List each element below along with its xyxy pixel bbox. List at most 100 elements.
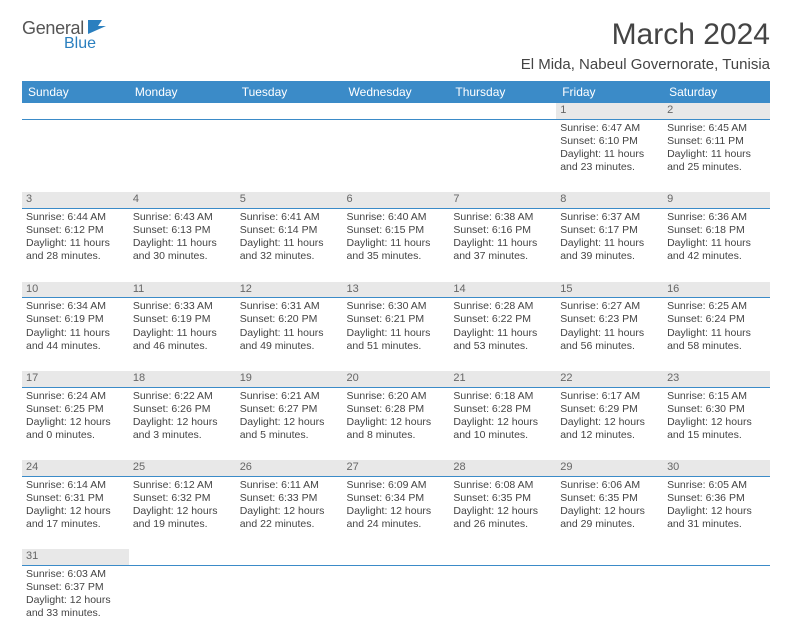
daylight2-text: and 35 minutes.	[347, 250, 446, 263]
week-row: Sunrise: 6:14 AMSunset: 6:31 PM Daylight:…	[22, 476, 770, 549]
daylight1-text: Daylight: 11 hours	[133, 237, 232, 250]
day-number: 27	[343, 460, 450, 476]
daynum-row: 12	[22, 103, 770, 119]
day-cell: Sunrise: 6:43 AMSunset: 6:13 PMDaylight:…	[129, 209, 236, 282]
daylight2-text: and 17 minutes.	[26, 518, 125, 531]
day-number: 13	[343, 282, 450, 298]
sunrise-text: Sunrise: 6:36 AM	[667, 211, 766, 224]
daylight1-text: Daylight: 12 hours	[133, 505, 232, 518]
sunrise-text: Sunrise: 6:40 AM	[347, 211, 446, 224]
weekday-header: Friday	[556, 81, 663, 103]
weekday-header: Wednesday	[343, 81, 450, 103]
day-number: 1	[556, 103, 663, 119]
daylight2-text: and 29 minutes.	[560, 518, 659, 531]
day-cell: Sunrise: 6:45 AMSunset: 6:11 PMDaylight:…	[663, 119, 770, 192]
sunrise-text: Sunrise: 6:28 AM	[453, 300, 552, 313]
daylight1-text: Daylight: 11 hours	[453, 237, 552, 250]
day-cell: Sunrise: 6:08 AMSunset: 6:35 PMDaylight:…	[449, 476, 556, 549]
sunset-text: Sunset: 6:33 PM	[240, 492, 339, 505]
day-cell	[22, 119, 129, 192]
day-cell: Sunrise: 6:27 AMSunset: 6:23 PMDaylight:…	[556, 298, 663, 371]
sunrise-text: Sunrise: 6:15 AM	[667, 390, 766, 403]
sunset-text: Sunset: 6:17 PM	[560, 224, 659, 237]
day-number: 23	[663, 371, 770, 387]
day-number	[129, 549, 236, 565]
day-cell: Sunrise: 6:33 AMSunset: 6:19 PMDaylight:…	[129, 298, 236, 371]
day-cell: Sunrise: 6:21 AMSunset: 6:27 PMDaylight:…	[236, 387, 343, 460]
day-cell: Sunrise: 6:05 AMSunset: 6:36 PMDaylight:…	[663, 476, 770, 549]
daylight1-text: Daylight: 12 hours	[347, 416, 446, 429]
day-cell	[449, 119, 556, 192]
day-number: 7	[449, 192, 556, 208]
day-cell: Sunrise: 6:25 AMSunset: 6:24 PMDaylight:…	[663, 298, 770, 371]
daylight1-text: Daylight: 12 hours	[26, 594, 125, 607]
daylight1-text: Daylight: 12 hours	[26, 416, 125, 429]
daylight2-text: and 53 minutes.	[453, 340, 552, 353]
daylight1-text: Daylight: 11 hours	[347, 327, 446, 340]
day-cell: Sunrise: 6:20 AMSunset: 6:28 PMDaylight:…	[343, 387, 450, 460]
sunrise-text: Sunrise: 6:38 AM	[453, 211, 552, 224]
day-cell	[236, 119, 343, 192]
day-cell: Sunrise: 6:11 AMSunset: 6:33 PMDaylight:…	[236, 476, 343, 549]
daylight1-text: Daylight: 11 hours	[560, 237, 659, 250]
day-number: 20	[343, 371, 450, 387]
sunrise-text: Sunrise: 6:08 AM	[453, 479, 552, 492]
sunrise-text: Sunrise: 6:03 AM	[26, 568, 125, 581]
day-cell: Sunrise: 6:38 AMSunset: 6:16 PMDaylight:…	[449, 209, 556, 282]
sunset-text: Sunset: 6:13 PM	[133, 224, 232, 237]
daylight2-text: and 24 minutes.	[347, 518, 446, 531]
daylight1-text: Daylight: 12 hours	[560, 416, 659, 429]
weekday-header: Monday	[129, 81, 236, 103]
sunset-text: Sunset: 6:14 PM	[240, 224, 339, 237]
day-number: 29	[556, 460, 663, 476]
daylight2-text: and 51 minutes.	[347, 340, 446, 353]
day-number: 3	[22, 192, 129, 208]
day-cell	[129, 119, 236, 192]
sunrise-text: Sunrise: 6:45 AM	[667, 122, 766, 135]
day-number: 18	[129, 371, 236, 387]
sunrise-text: Sunrise: 6:09 AM	[347, 479, 446, 492]
weekday-header-row: Sunday Monday Tuesday Wednesday Thursday…	[22, 81, 770, 103]
day-number: 25	[129, 460, 236, 476]
sunrise-text: Sunrise: 6:30 AM	[347, 300, 446, 313]
daylight2-text: and 39 minutes.	[560, 250, 659, 263]
day-cell: Sunrise: 6:28 AMSunset: 6:22 PMDaylight:…	[449, 298, 556, 371]
daylight2-text: and 33 minutes.	[26, 607, 125, 620]
sunset-text: Sunset: 6:31 PM	[26, 492, 125, 505]
sunrise-text: Sunrise: 6:33 AM	[133, 300, 232, 313]
daylight2-text: and 37 minutes.	[453, 250, 552, 263]
day-number	[343, 103, 450, 119]
sunrise-text: Sunrise: 6:14 AM	[26, 479, 125, 492]
day-cell: Sunrise: 6:22 AMSunset: 6:26 PMDaylight:…	[129, 387, 236, 460]
sunset-text: Sunset: 6:22 PM	[453, 313, 552, 326]
day-number: 21	[449, 371, 556, 387]
sunset-text: Sunset: 6:19 PM	[26, 313, 125, 326]
day-number: 8	[556, 192, 663, 208]
day-number	[236, 103, 343, 119]
daylight2-text: and 5 minutes.	[240, 429, 339, 442]
day-cell: Sunrise: 6:12 AMSunset: 6:32 PMDaylight:…	[129, 476, 236, 549]
sunset-text: Sunset: 6:19 PM	[133, 313, 232, 326]
sunrise-text: Sunrise: 6:17 AM	[560, 390, 659, 403]
daylight2-text: and 49 minutes.	[240, 340, 339, 353]
sunset-text: Sunset: 6:36 PM	[667, 492, 766, 505]
day-cell: Sunrise: 6:47 AMSunset: 6:10 PMDaylight:…	[556, 119, 663, 192]
sunset-text: Sunset: 6:32 PM	[133, 492, 232, 505]
sunrise-text: Sunrise: 6:37 AM	[560, 211, 659, 224]
day-number	[129, 103, 236, 119]
sunset-text: Sunset: 6:27 PM	[240, 403, 339, 416]
day-number	[663, 549, 770, 565]
day-number: 12	[236, 282, 343, 298]
daylight1-text: Daylight: 11 hours	[133, 327, 232, 340]
daylight2-text: and 8 minutes.	[347, 429, 446, 442]
sunset-text: Sunset: 6:37 PM	[26, 581, 125, 594]
day-cell	[129, 566, 236, 639]
day-cell: Sunrise: 6:34 AMSunset: 6:19 PMDaylight:…	[22, 298, 129, 371]
daylight2-text: and 25 minutes.	[667, 161, 766, 174]
sunset-text: Sunset: 6:15 PM	[347, 224, 446, 237]
day-cell	[343, 119, 450, 192]
day-number: 9	[663, 192, 770, 208]
daylight1-text: Daylight: 11 hours	[667, 237, 766, 250]
sunset-text: Sunset: 6:26 PM	[133, 403, 232, 416]
day-cell: Sunrise: 6:15 AMSunset: 6:30 PMDaylight:…	[663, 387, 770, 460]
